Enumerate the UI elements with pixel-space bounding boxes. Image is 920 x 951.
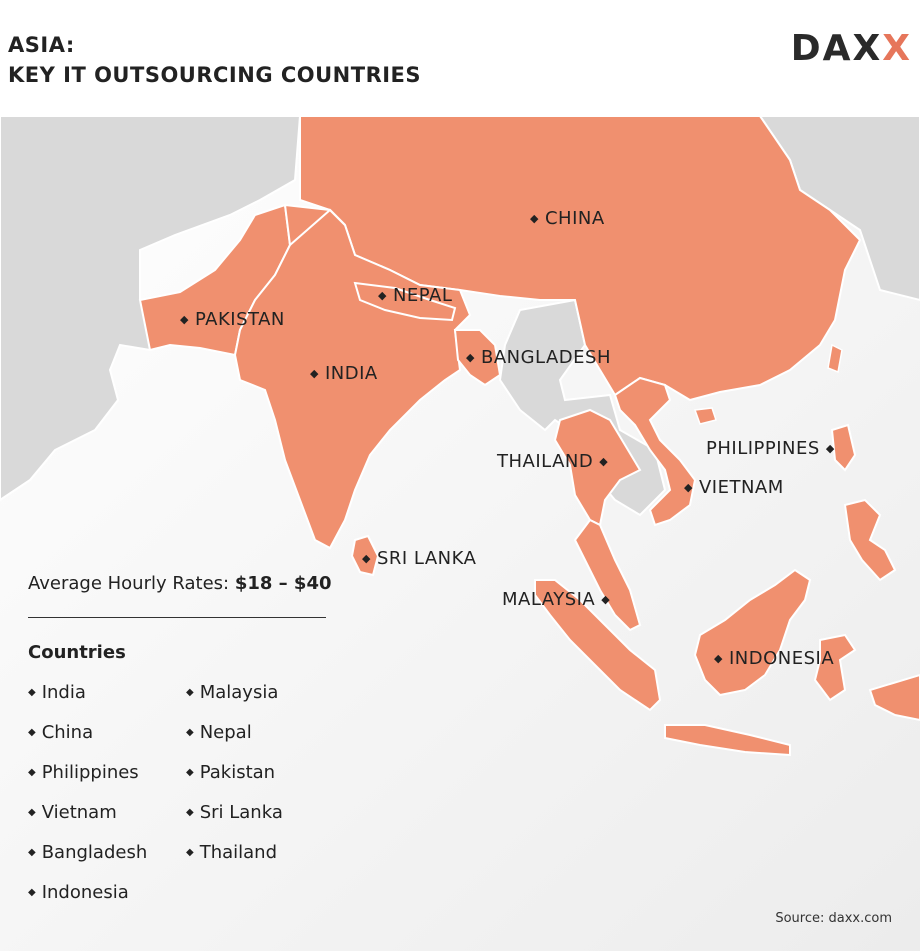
rates-value: $18 – $40 bbox=[234, 573, 332, 594]
taiwan-shape bbox=[827, 343, 843, 374]
title-line-1: ASIA: bbox=[8, 33, 75, 57]
thailand-shape bbox=[553, 408, 642, 527]
nepal-label-text: NEPAL bbox=[392, 285, 453, 306]
china-label-text: CHINA bbox=[544, 208, 605, 229]
map-label-china: ◆ CHINA bbox=[530, 208, 605, 229]
marker-icon: ◆ bbox=[825, 442, 835, 455]
borneo-shape bbox=[693, 568, 812, 697]
list-item: ◆ Pakistan bbox=[186, 762, 276, 783]
daxx-logo: DAXX bbox=[791, 28, 912, 69]
philippines-label-text: PHILIPPINES bbox=[706, 438, 820, 459]
page-title: ASIA: KEY IT OUTSOURCING COUNTRIES bbox=[8, 30, 421, 90]
marker-icon: ◆ bbox=[310, 367, 319, 380]
countries-list-col2: ◆ Malaysia ◆ Nepal ◆ Pakistan ◆ Sri Lanka ◆ T… bbox=[186, 682, 283, 882]
bullet-icon: ◆ bbox=[186, 847, 194, 858]
sri-lanka-shape bbox=[350, 534, 380, 577]
marker-icon: ◆ bbox=[378, 289, 387, 302]
list-item: ◆ Malaysia bbox=[186, 682, 279, 703]
bullet-icon: ◆ bbox=[186, 767, 194, 778]
list-item: ◆ Indonesia bbox=[28, 882, 129, 903]
bullet-icon: ◆ bbox=[28, 767, 36, 778]
map-label-malaysia: MALAYSIA ◆ bbox=[502, 589, 610, 610]
bullet-icon: ◆ bbox=[28, 887, 36, 898]
list-item: ◆ China bbox=[28, 722, 94, 743]
map-label-sri-lanka: ◆ SRI LANKA bbox=[362, 548, 476, 569]
bullet-icon: ◆ bbox=[28, 807, 36, 818]
bullet-icon: ◆ bbox=[186, 807, 194, 818]
philippines-shape bbox=[830, 423, 857, 472]
marker-icon: ◆ bbox=[180, 313, 189, 326]
marker-icon: ◆ bbox=[599, 455, 609, 468]
list-item: ◆ Philippines bbox=[28, 762, 139, 783]
bullet-icon: ◆ bbox=[28, 727, 36, 738]
list-item: ◆ Vietnam bbox=[28, 802, 117, 823]
rates-label: Average Hourly Rates: bbox=[28, 573, 235, 594]
bangladesh-label-text: BANGLADESH bbox=[480, 347, 611, 368]
india-label-text: INDIA bbox=[324, 363, 378, 384]
map-label-india: ◆ INDIA bbox=[310, 363, 378, 384]
thailand-label-text: THAILAND bbox=[497, 451, 594, 472]
sumatra-shape bbox=[534, 579, 662, 712]
countries-title: Countries bbox=[28, 642, 126, 663]
hainan-shape bbox=[693, 407, 717, 425]
map-label-indonesia: ◆ INDONESIA bbox=[714, 648, 834, 669]
malaysia-label-text: MALAYSIA bbox=[502, 589, 596, 610]
bullet-icon: ◆ bbox=[186, 727, 194, 738]
map-label-thailand: THAILAND ◆ bbox=[497, 451, 608, 472]
philippines-south-shape bbox=[843, 498, 897, 582]
bullet-icon: ◆ bbox=[186, 687, 194, 698]
countries-list-col1: ◆ India ◆ China ◆ Philippines ◆ Vietnam ◆ Ban… bbox=[28, 682, 147, 922]
nepal-shape bbox=[353, 281, 457, 322]
marker-icon: ◆ bbox=[684, 481, 693, 494]
marker-icon: ◆ bbox=[362, 552, 371, 565]
papua-shape bbox=[868, 673, 920, 722]
map-label-bangladesh: ◆ BANGLADESH bbox=[466, 347, 611, 368]
java-shape bbox=[664, 724, 791, 757]
list-item: ◆ Thailand bbox=[186, 842, 278, 863]
divider bbox=[28, 617, 326, 618]
malaysia-peninsula-shape bbox=[573, 518, 642, 632]
indonesia-label-text: INDONESIA bbox=[728, 648, 835, 669]
list-item: ◆ Nepal bbox=[186, 722, 252, 743]
average-hourly-rates: Average Hourly Rates: $18 – $40 bbox=[28, 573, 332, 594]
pakistan-label-text: PAKISTAN bbox=[194, 309, 285, 330]
india-shape bbox=[233, 203, 472, 550]
vietnam-label-text: VIETNAM bbox=[698, 477, 784, 498]
marker-icon: ◆ bbox=[601, 593, 611, 606]
title-line-2: KEY IT OUTSOURCING COUNTRIES bbox=[8, 63, 422, 87]
map-label-nepal: ◆ NEPAL bbox=[378, 285, 452, 306]
marker-icon: ◆ bbox=[466, 351, 475, 364]
bangladesh-shape bbox=[453, 329, 502, 387]
sri-lanka-label-text: SRI LANKA bbox=[376, 548, 477, 569]
bullet-icon: ◆ bbox=[28, 687, 36, 698]
sulawesi-shape bbox=[813, 633, 857, 702]
logo-main: DAX bbox=[790, 28, 883, 69]
logo-accent: X bbox=[882, 28, 912, 69]
list-item: ◆ India bbox=[28, 682, 86, 703]
map-label-philippines: PHILIPPINES ◆ bbox=[706, 438, 835, 459]
marker-icon: ◆ bbox=[714, 652, 723, 665]
list-item: ◆ Sri Lanka bbox=[186, 802, 283, 823]
source-note: Source: daxx.com bbox=[775, 911, 892, 926]
asia-map bbox=[0, 116, 920, 951]
marker-icon: ◆ bbox=[530, 212, 539, 225]
map-label-vietnam: ◆ VIETNAM bbox=[684, 477, 784, 498]
vietnam-shape bbox=[613, 376, 697, 527]
bullet-icon: ◆ bbox=[28, 847, 36, 858]
map-label-pakistan: ◆ PAKISTAN bbox=[180, 309, 285, 330]
list-item: ◆ Bangladesh bbox=[28, 842, 148, 863]
